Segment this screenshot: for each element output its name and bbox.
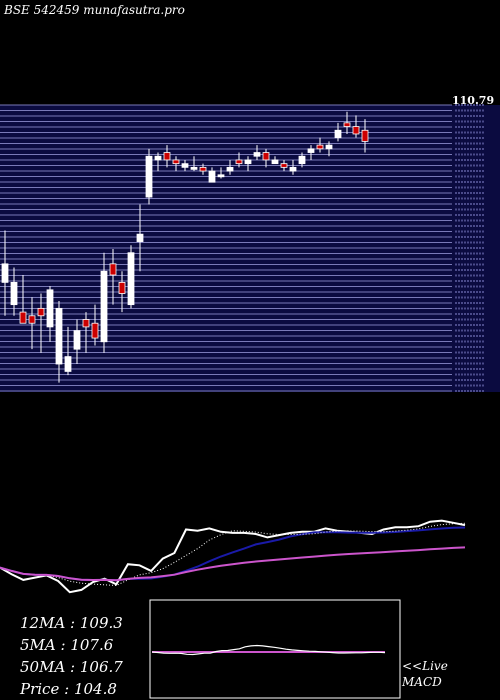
candle-body [1, 263, 9, 283]
price-line [0, 519, 466, 594]
candle-body [109, 263, 117, 276]
chart-title: BSE 542459 munafasutra.pro [3, 3, 185, 17]
candle-body [253, 152, 261, 157]
candle-body [334, 129, 342, 139]
stats-block: 12MA : 109.3 5MA : 107.6 50MA : 106.7 Pr… [19, 614, 123, 698]
candle-body [136, 233, 144, 242]
candle-body [226, 166, 234, 172]
candle-body [10, 281, 18, 306]
candle-body [145, 155, 153, 198]
candle-body [271, 159, 279, 165]
candle-body [244, 159, 252, 165]
candle-body [343, 122, 351, 127]
candle-body [154, 155, 162, 161]
candle-body [28, 315, 36, 324]
candle-body [325, 144, 333, 150]
candle-body [46, 289, 54, 328]
macd-label-live: <<Live [402, 659, 448, 673]
candle-body [91, 322, 99, 339]
macd-box [149, 599, 401, 699]
candle-body [262, 152, 270, 161]
candle-body [190, 166, 198, 170]
candle-body [172, 159, 180, 165]
candle-body [280, 163, 288, 168]
candle-body [100, 270, 108, 343]
candle-body [361, 129, 369, 142]
stat-50ma: 50MA : 106.7 [20, 658, 123, 676]
candle-body [82, 319, 90, 328]
candle-body [352, 126, 360, 135]
stat-12ma: 12MA : 109.3 [20, 614, 123, 632]
stat-5ma: 5MA : 107.6 [20, 636, 114, 654]
ma50-line [0, 546, 466, 582]
macd-label-macd: MACD [401, 675, 442, 689]
candle-body [64, 356, 72, 372]
candle-body [37, 307, 45, 317]
candles-layer [1, 111, 369, 383]
candle-body [217, 174, 225, 178]
candle-body [199, 166, 207, 172]
candle-body [208, 170, 216, 183]
price-grid [0, 104, 500, 392]
candle-body [298, 155, 306, 165]
stat-price: Price : 104.8 [19, 680, 117, 698]
macd-layer [151, 644, 386, 656]
candle-body [163, 152, 171, 161]
candle-body [307, 148, 315, 153]
candle-body [181, 163, 189, 168]
candle-body [316, 144, 324, 150]
candle-body [55, 307, 63, 365]
candle-body [127, 252, 135, 306]
macd-line [151, 644, 386, 656]
ma-panel [0, 519, 466, 594]
price-axis-top-label: 110.79 [452, 94, 494, 107]
candle-body [19, 311, 27, 324]
candle-body [118, 281, 126, 294]
candle-body [235, 159, 243, 165]
candle-body [289, 166, 297, 172]
candle-body [73, 330, 81, 350]
